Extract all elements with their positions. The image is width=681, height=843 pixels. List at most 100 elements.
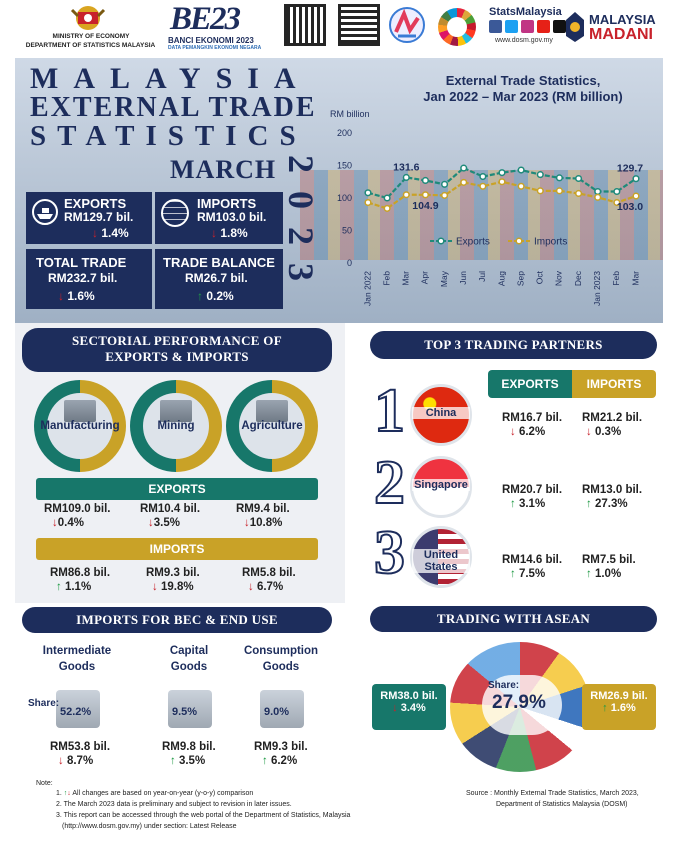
bec-value: RM53.8 bil.	[50, 741, 111, 753]
x-tick-label: Jun	[458, 271, 468, 285]
data-point-imports	[441, 191, 449, 199]
stats-url[interactable]: www.dosm.gov.my	[495, 37, 553, 44]
data-point-exports	[613, 187, 621, 196]
partner-rank: 2	[373, 449, 406, 517]
data-point-imports	[555, 187, 563, 195]
chart-subtitle: Jan 2022 – Mar 2023 (RM billion)	[423, 89, 623, 104]
partner-import-change: ↑ 27.3%	[586, 498, 628, 510]
title-year: 2023	[281, 155, 321, 299]
facebook-icon[interactable]	[489, 20, 502, 33]
data-point-exports	[460, 164, 468, 172]
title-line2: EXTERNAL TRADE	[30, 92, 317, 123]
arrow-up-icon: ↑	[586, 568, 592, 580]
note-2: 2. The March 2023 data is preliminary an…	[56, 801, 292, 808]
data-point-imports	[517, 182, 525, 190]
madani-text-2: MADANI	[589, 26, 653, 43]
arrow-up-icon: ↑	[510, 498, 516, 510]
y-tick-label: 100	[337, 193, 352, 203]
bec-name: Consumption Goods	[236, 643, 326, 675]
total-trade-change: ↓ 1.6%	[58, 289, 95, 303]
bec-name-1: Intermediate	[42, 645, 112, 657]
bec-change: ↓ 8.7%	[58, 755, 94, 767]
y-tick-label: 50	[342, 226, 352, 236]
series-line-exports	[367, 166, 637, 200]
legend-label: Exports	[456, 237, 490, 248]
sectorial-title: SECTORIAL PERFORMANCE OF EXPORTS & IMPOR…	[22, 328, 332, 372]
asean-imports-box: RM26.9 bil. ↑ 1.6%	[582, 684, 656, 730]
x-tick-label: Mar	[630, 271, 640, 286]
bec-change: ↑ 3.5%	[170, 755, 206, 767]
data-point-exports	[555, 174, 563, 182]
x-tick-label: Aug	[496, 271, 506, 286]
arrow-up-icon: ↑	[262, 755, 268, 767]
data-point-imports	[383, 204, 391, 212]
asean-share-value: 27.9%	[492, 692, 546, 713]
note-3b[interactable]: (http://www.dosm.gov.my) under section: …	[62, 823, 237, 830]
legend-marker	[515, 237, 523, 245]
x-tick-label: Feb	[381, 271, 391, 286]
bec-value: RM9.8 bil.	[162, 741, 216, 753]
qr-code-icon[interactable]	[338, 4, 380, 46]
bec-name: Intermediate Goods	[32, 643, 122, 675]
sector-donut: Agriculture	[226, 380, 318, 472]
sector-export-change: ↓0.4%	[52, 517, 84, 529]
partners-exports-header: EXPORTS	[488, 370, 572, 398]
partner-rank: 3	[373, 519, 406, 587]
sector-import-value: RM9.3 bil.	[146, 567, 200, 579]
sector-export-value: RM109.0 bil.	[44, 503, 111, 515]
x-tick-label: Dec	[573, 270, 583, 286]
sector-export-value: RM10.4 bil.	[140, 503, 201, 515]
trade-balance-summary: TRADE BALANCE RM26.7 bil. ↑ 0.2%	[155, 249, 283, 309]
asean-imports-value: RM26.9 bil.	[590, 690, 648, 702]
total-trade-label: TOTAL TRADE	[36, 255, 127, 270]
arrow-up-icon: ↑	[56, 581, 62, 593]
arrow-down-icon: ↓	[92, 226, 98, 240]
partner-rank: 1	[373, 377, 406, 445]
data-point-exports	[441, 180, 449, 188]
data-point-imports	[575, 189, 583, 197]
data-label: 131.6	[393, 161, 419, 173]
sector-name: Agriculture	[241, 420, 303, 432]
qr-code-icon[interactable]	[284, 4, 326, 46]
imports-value: RM103.0 bil.	[197, 210, 267, 224]
trade-balance-change: ↑ 0.2%	[197, 289, 234, 303]
data-point-exports	[498, 169, 506, 177]
arrow-down-icon: ↓	[248, 581, 254, 593]
note-3: 3. This report can be accessed through t…	[56, 812, 351, 819]
data-point-exports	[594, 187, 602, 196]
x-tick-label: Sep	[515, 271, 525, 286]
partner-import-value: RM7.5 bil.	[582, 554, 636, 566]
arrow-down-icon: ↓	[211, 226, 217, 240]
arrow-up-icon: ↑	[63, 790, 68, 797]
chart-title: External Trade Statistics,	[445, 73, 601, 88]
sector-import-value: RM86.8 bil.	[50, 567, 111, 579]
arrow-up-icon: ↑	[586, 498, 592, 510]
data-point-imports	[632, 192, 640, 200]
twitter-icon[interactable]	[505, 20, 518, 33]
asean-imports-change: ↑ 1.6%	[602, 702, 636, 714]
x-tick-label: Jan 2022	[362, 271, 372, 306]
partner-export-value: RM16.7 bil.	[502, 412, 563, 424]
instagram-icon[interactable]	[521, 20, 534, 33]
title-month: MARCH	[170, 155, 277, 184]
exports-change: ↓ 1.4%	[92, 226, 129, 240]
total-trade-value: RM232.7 bil.	[48, 271, 118, 285]
exports-label: EXPORTS	[64, 196, 127, 211]
arrow-down-icon: ↓	[152, 581, 158, 593]
bec-name-1: Capital	[169, 645, 209, 657]
arrow-up-icon: ↑	[197, 289, 203, 303]
banci-logo: BE23	[170, 1, 241, 37]
asean-exports-box: RM38.0 bil. ↓ 3.4%	[372, 684, 446, 730]
imports-change: ↓ 1.8%	[211, 226, 248, 240]
sector-import-change: ↑ 1.1%	[56, 581, 92, 593]
tiktok-icon[interactable]	[553, 20, 566, 33]
sectorial-title-1: SECTORIAL PERFORMANCE OF	[72, 333, 282, 348]
arrow-down-icon: ↓	[58, 289, 64, 303]
banci-sub: DATA PEMANGKIN EKONOMI NEGARA	[168, 45, 262, 51]
sector-name: Manufacturing	[40, 420, 120, 432]
sector-icon	[256, 400, 288, 422]
data-point-imports	[613, 199, 621, 207]
arrow-down-icon: ↓	[67, 790, 71, 797]
youtube-icon[interactable]	[537, 20, 550, 33]
partners-imports-header: IMPORTS	[572, 370, 656, 398]
